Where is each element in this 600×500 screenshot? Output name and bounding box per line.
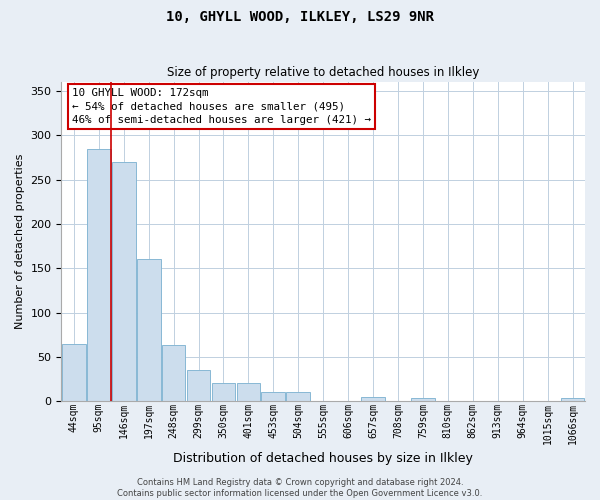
X-axis label: Distribution of detached houses by size in Ilkley: Distribution of detached houses by size … (173, 452, 473, 465)
Bar (62, 344, 86, 401)
Text: Contains HM Land Registry data © Crown copyright and database right 2024.
Contai: Contains HM Land Registry data © Crown c… (118, 478, 482, 498)
Bar (187, 370, 211, 401)
Text: 10, GHYLL WOOD, ILKLEY, LS29 9NR: 10, GHYLL WOOD, ILKLEY, LS29 9NR (166, 10, 434, 24)
Bar (137, 260, 161, 401)
Bar (262, 392, 285, 401)
Y-axis label: Number of detached properties: Number of detached properties (15, 154, 25, 330)
Bar (236, 384, 260, 401)
Bar (212, 384, 235, 401)
Bar (411, 398, 435, 401)
Bar (560, 398, 584, 401)
Bar (286, 392, 310, 401)
Bar (112, 162, 136, 401)
Text: 10 GHYLL WOOD: 172sqm
← 54% of detached houses are smaller (495)
46% of semi-det: 10 GHYLL WOOD: 172sqm ← 54% of detached … (72, 88, 371, 125)
Title: Size of property relative to detached houses in Ilkley: Size of property relative to detached ho… (167, 66, 479, 80)
Bar (162, 346, 185, 401)
Bar (87, 148, 110, 401)
Bar (361, 396, 385, 401)
